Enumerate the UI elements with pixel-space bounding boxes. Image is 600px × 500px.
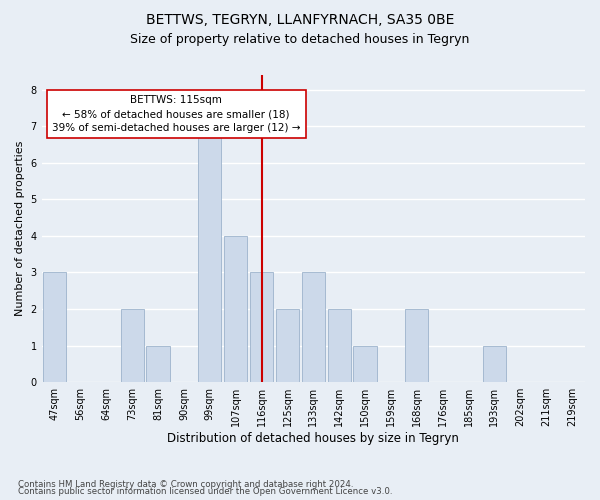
- X-axis label: Distribution of detached houses by size in Tegryn: Distribution of detached houses by size …: [167, 432, 459, 445]
- Bar: [328, 309, 351, 382]
- Bar: [121, 309, 144, 382]
- Bar: [353, 346, 377, 382]
- Bar: [146, 346, 170, 382]
- Text: Contains public sector information licensed under the Open Government Licence v3: Contains public sector information licen…: [18, 487, 392, 496]
- Bar: [483, 346, 506, 382]
- Bar: [302, 272, 325, 382]
- Bar: [198, 126, 221, 382]
- Y-axis label: Number of detached properties: Number of detached properties: [15, 141, 25, 316]
- Bar: [250, 272, 273, 382]
- Bar: [405, 309, 428, 382]
- Text: Contains HM Land Registry data © Crown copyright and database right 2024.: Contains HM Land Registry data © Crown c…: [18, 480, 353, 489]
- Bar: [276, 309, 299, 382]
- Text: BETTWS: 115sqm
← 58% of detached houses are smaller (18)
39% of semi-detached ho: BETTWS: 115sqm ← 58% of detached houses …: [52, 95, 301, 133]
- Text: BETTWS, TEGRYN, LLANFYRNACH, SA35 0BE: BETTWS, TEGRYN, LLANFYRNACH, SA35 0BE: [146, 12, 454, 26]
- Bar: [43, 272, 66, 382]
- Bar: [224, 236, 247, 382]
- Text: Size of property relative to detached houses in Tegryn: Size of property relative to detached ho…: [130, 32, 470, 46]
